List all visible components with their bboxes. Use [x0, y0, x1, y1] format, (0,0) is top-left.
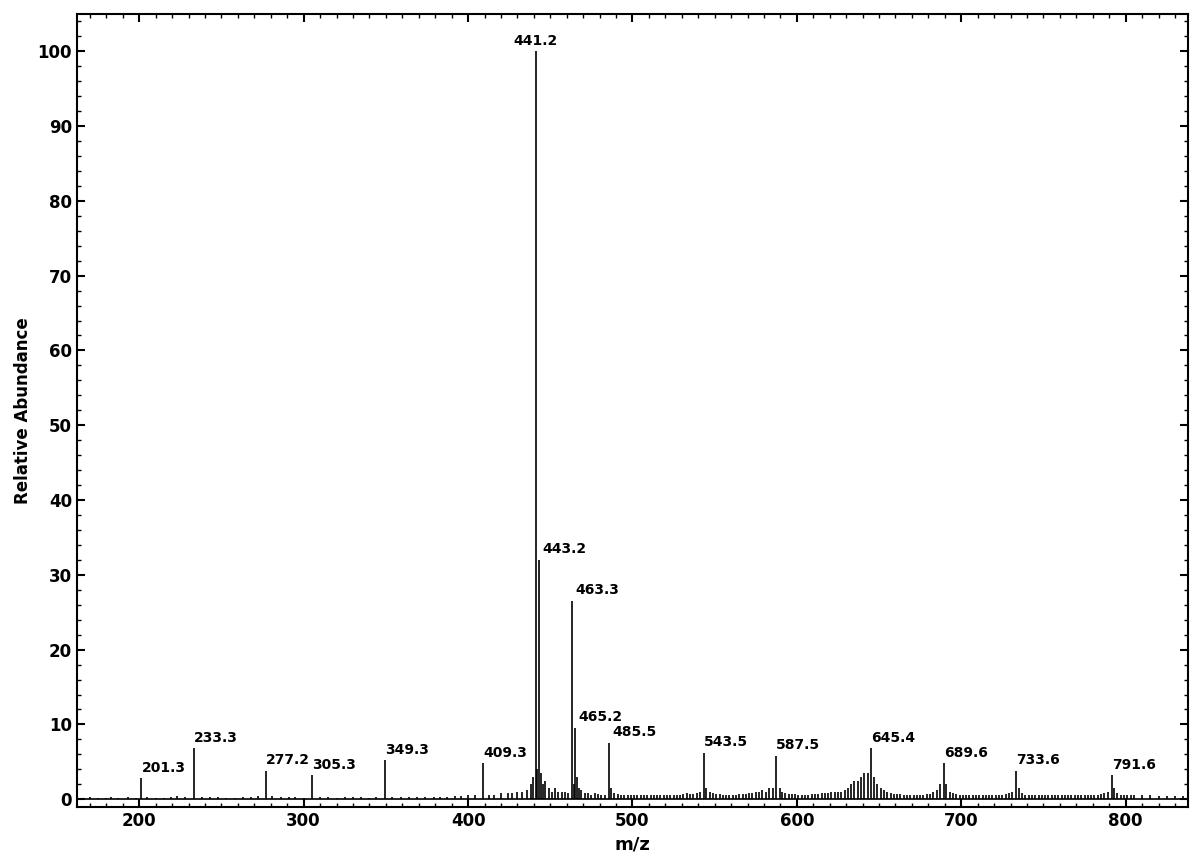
Text: 465.2: 465.2 — [578, 710, 623, 725]
Text: 233.3: 233.3 — [194, 731, 238, 745]
Text: 201.3: 201.3 — [142, 760, 185, 774]
Text: 543.5: 543.5 — [704, 735, 748, 749]
Text: 277.2: 277.2 — [266, 753, 310, 767]
Text: 645.4: 645.4 — [871, 731, 916, 745]
Text: 441.2: 441.2 — [513, 34, 558, 48]
Text: 733.6: 733.6 — [1017, 753, 1060, 767]
Text: 463.3: 463.3 — [576, 583, 619, 597]
Text: 485.5: 485.5 — [612, 726, 656, 740]
Text: 791.6: 791.6 — [1112, 758, 1155, 772]
Text: 587.5: 587.5 — [776, 738, 821, 752]
X-axis label: m/z: m/z — [614, 835, 650, 853]
Text: 689.6: 689.6 — [944, 746, 988, 759]
Y-axis label: Relative Abundance: Relative Abundance — [14, 317, 32, 504]
Text: 443.2: 443.2 — [542, 542, 587, 556]
Text: 409.3: 409.3 — [483, 746, 528, 759]
Text: 349.3: 349.3 — [385, 742, 429, 757]
Text: 305.3: 305.3 — [313, 758, 356, 772]
